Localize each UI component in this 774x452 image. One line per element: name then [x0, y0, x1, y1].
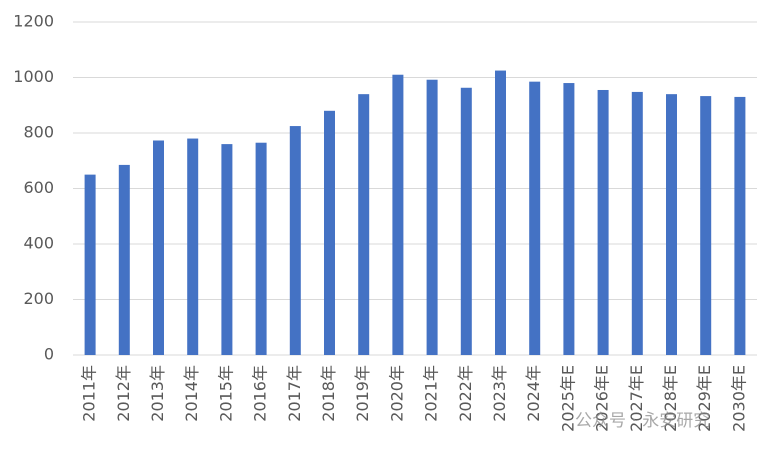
bar: [563, 83, 575, 356]
x-tick-label: 2012年: [114, 365, 133, 422]
bar: [426, 79, 438, 355]
bar: [324, 110, 335, 355]
x-tick-label: 2019年: [353, 365, 372, 422]
x-tick-label: 2025年E: [558, 365, 577, 432]
bar: [460, 87, 472, 355]
y-tick-label: 400: [23, 234, 54, 253]
bar: [529, 81, 541, 355]
bar: [289, 126, 301, 355]
bar: [392, 74, 404, 355]
bar: [118, 164, 130, 355]
x-tick-label: 2013年: [148, 365, 167, 422]
y-tick-label: 600: [23, 178, 54, 197]
x-tick-label: 2022年: [456, 365, 475, 422]
x-tick-label: 2014年: [182, 365, 201, 422]
y-tick-label: 200: [23, 289, 54, 308]
bar: [255, 142, 267, 355]
bar: [700, 96, 712, 355]
y-tick-label: 1000: [13, 67, 54, 86]
x-tick-label: 2028年E: [661, 365, 680, 432]
y-tick-label: 0: [44, 345, 54, 364]
bar: [153, 140, 164, 355]
x-tick-label: 2017年: [285, 365, 304, 422]
x-tick-label: 2015年: [216, 365, 235, 422]
bar: [84, 174, 96, 355]
watermark: 公众号 · 永安研究: [575, 411, 710, 431]
bar: [631, 91, 643, 356]
y-tick-label: 800: [23, 123, 54, 142]
x-tick-label: 2023年: [490, 365, 509, 422]
x-tick-label: 2011年: [80, 365, 99, 422]
bar: [666, 94, 677, 356]
bar: [221, 144, 233, 355]
x-tick-label: 2026年E: [593, 365, 612, 432]
x-tick-label: 2020年: [387, 365, 406, 422]
y-tick-label: 1200: [13, 12, 54, 31]
x-tick-label: 2016年: [251, 365, 270, 422]
bar: [734, 96, 746, 356]
x-tick-label: 2024年: [524, 365, 543, 422]
x-tick-label: 2030年E: [729, 365, 748, 432]
bar: [597, 89, 609, 356]
x-tick-label: 2018年: [319, 365, 338, 422]
x-tick-label: 2027年E: [627, 365, 646, 432]
bar: [187, 138, 199, 355]
bar: [358, 94, 370, 356]
bar: [495, 70, 506, 355]
x-tick-label: 2029年E: [695, 365, 714, 432]
x-tick-label: 2021年: [422, 365, 441, 422]
